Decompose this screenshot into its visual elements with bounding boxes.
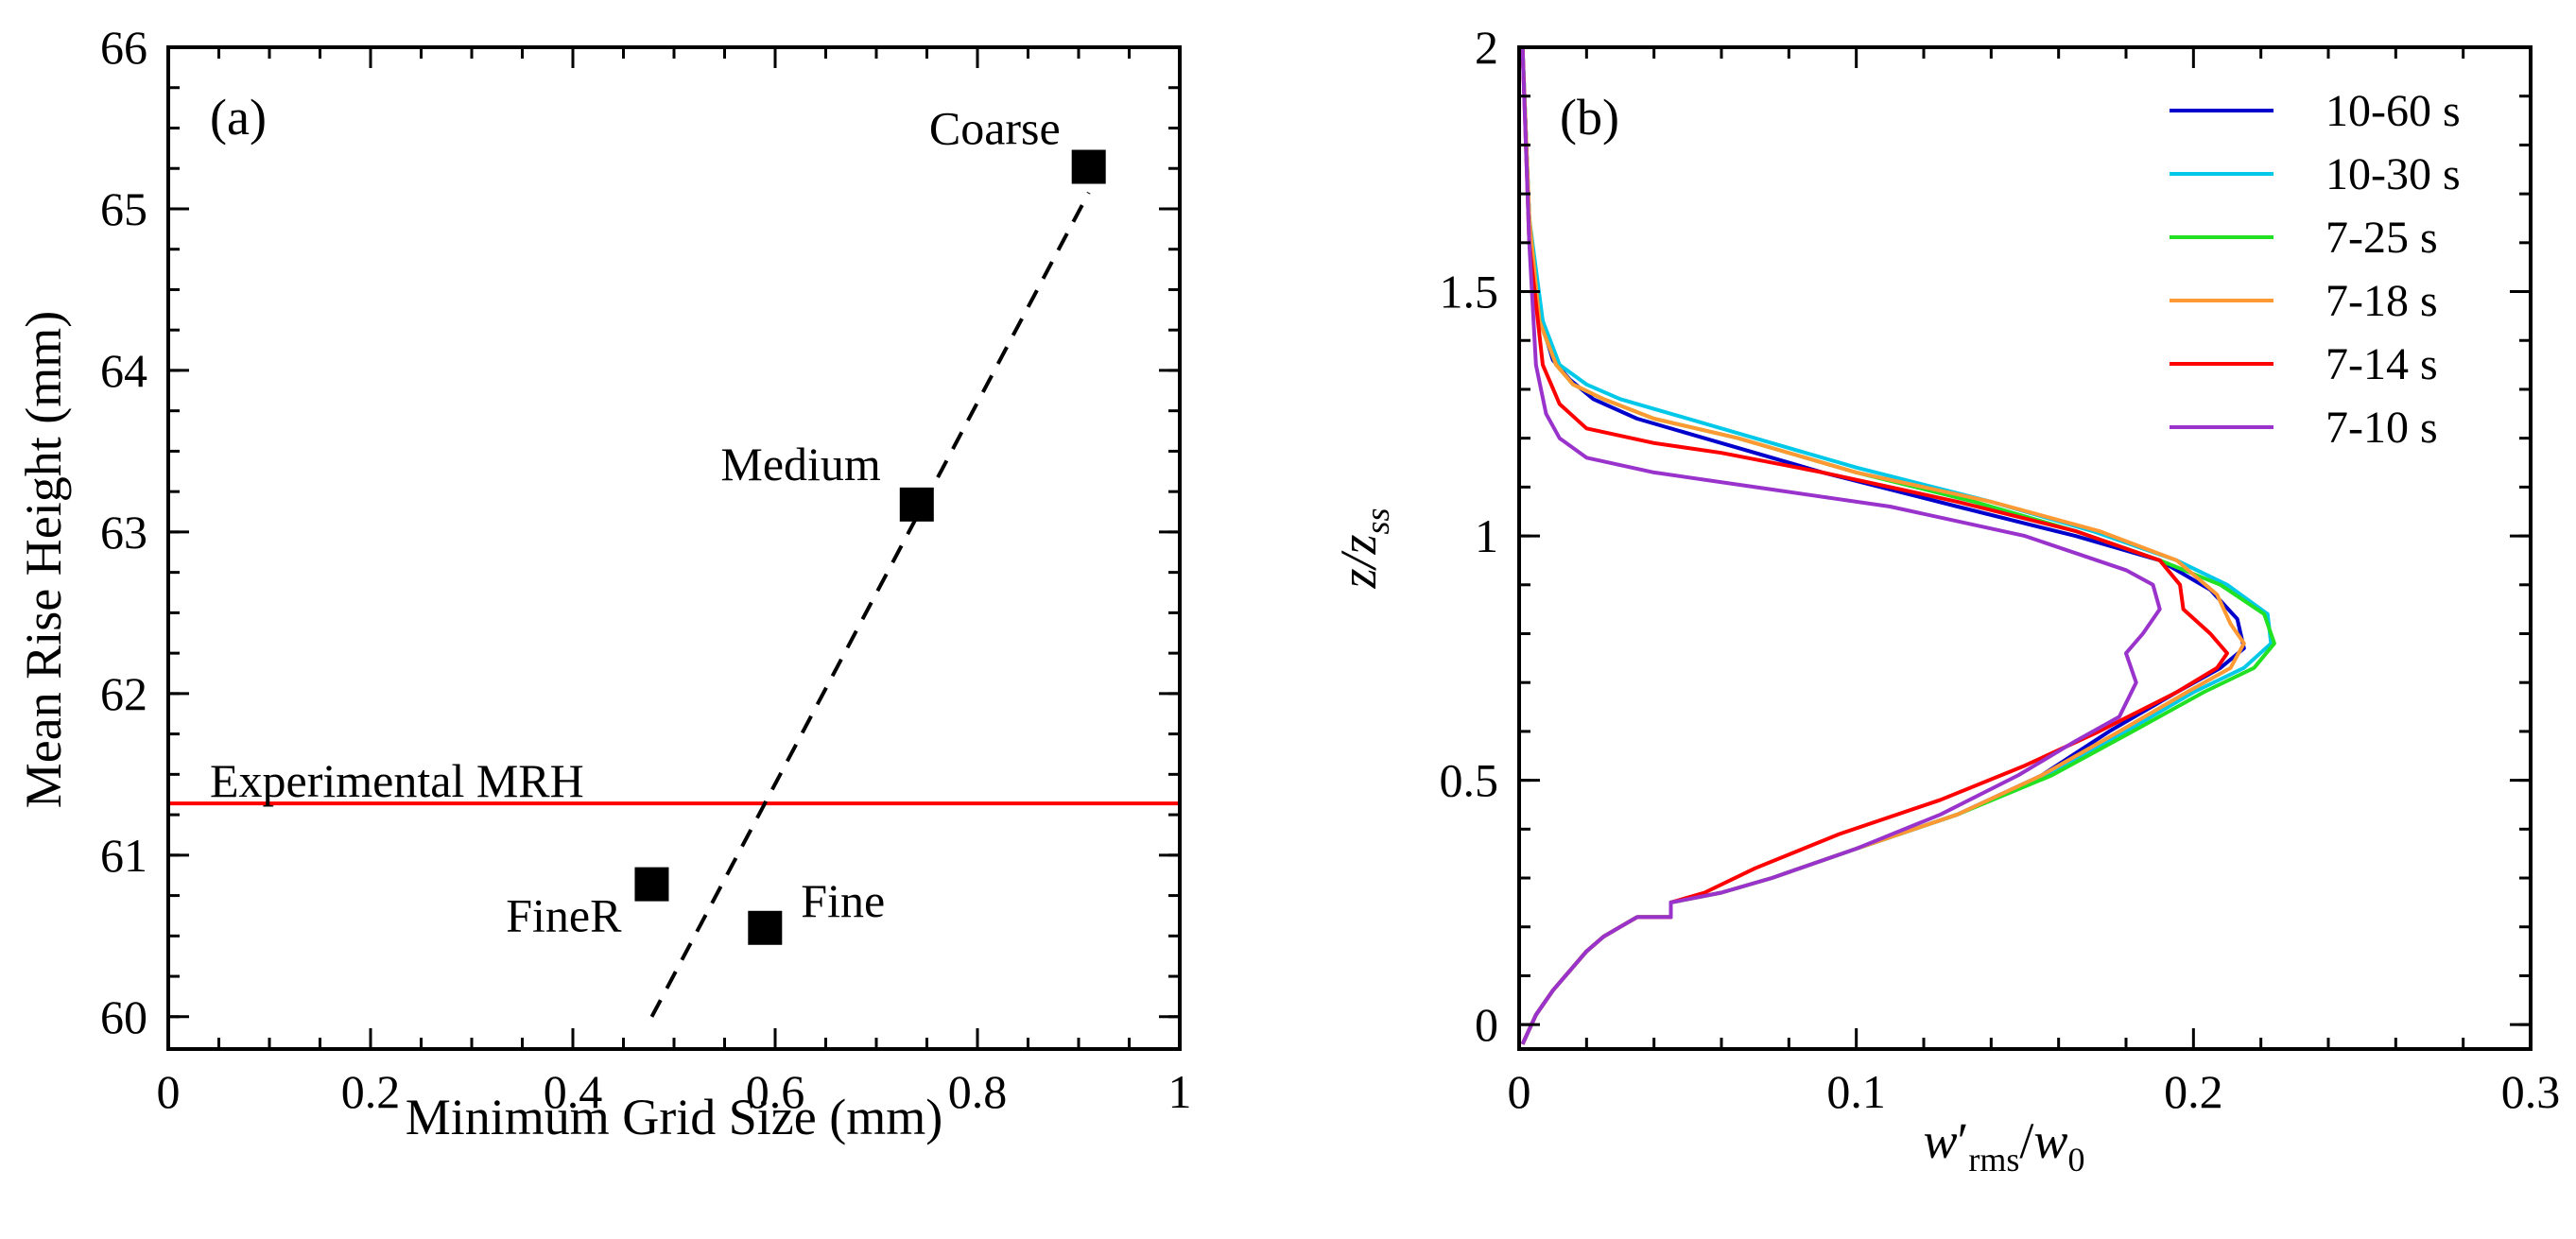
x-tick-label: 0.1: [1826, 1065, 1886, 1118]
y-tick-label: 0.5: [1440, 754, 1499, 807]
point-label-coarse: Coarse: [929, 102, 1061, 155]
y-tick-label: 1: [1475, 509, 1498, 562]
point-label-fine: Fine: [801, 874, 885, 927]
y-tick-label: 61: [100, 829, 147, 882]
y-tick-label: 1.5: [1440, 266, 1499, 318]
panel-a: Coarse Medium FineR Fine Experimental MRH 0…: [15, 21, 1192, 1145]
x-tick-label: 0.8: [948, 1065, 1008, 1118]
point-label-finer: FineR: [506, 889, 622, 942]
series-line-7-18s: [1520, 46, 2246, 1045]
x-tick-label: 1: [1168, 1065, 1192, 1118]
series-line-10-30s: [1520, 46, 2273, 1045]
legend-entry: 7-14 s: [2325, 339, 2438, 389]
y-tick-label: 64: [100, 344, 147, 397]
series-line-7-10s: [1520, 46, 2162, 1045]
y-axis-title: z/zss: [1330, 508, 1396, 589]
x-tick-label: 0: [157, 1065, 181, 1118]
x-tick-label: 0.4: [544, 1065, 603, 1118]
scatter-points: [634, 149, 1106, 945]
y-tick-label: 63: [100, 506, 147, 559]
y-tick-label: 62: [100, 667, 147, 720]
x-tick-label: 0.2: [2164, 1065, 2223, 1118]
legend-entry: 7-25 s: [2325, 213, 2438, 263]
legend-entry: 10-60 s: [2325, 86, 2461, 136]
panel-label: (b): [1560, 89, 1619, 146]
y-tick-label: 66: [100, 21, 147, 74]
legend-entry: 7-18 s: [2325, 276, 2438, 326]
panel-label: (a): [210, 89, 267, 146]
x-tick-label: 0.3: [2501, 1065, 2561, 1118]
trend-dashed-line: [649, 191, 1091, 1018]
y-tick-label: 60: [100, 990, 147, 1043]
x-tick-label: 0: [1508, 1065, 1531, 1118]
point-finer: [634, 867, 669, 902]
x-axis-title: w′rms/w0: [1924, 1112, 2085, 1179]
series-line-7-14s: [1520, 46, 2229, 1045]
experimental-mrh-label: Experimental MRH: [210, 754, 584, 807]
point-medium: [899, 487, 934, 522]
series-lines: [1520, 46, 2276, 1045]
point-label-medium: Medium: [720, 438, 881, 490]
point-labels: Coarse Medium FineR Fine: [506, 102, 1060, 942]
plot-frame: [166, 45, 1182, 1051]
legend-entry: 10-30 s: [2325, 149, 2461, 199]
plot-frame: [1517, 45, 2533, 1051]
y-tick-label: 65: [100, 182, 147, 235]
x-tick-label: 0.6: [746, 1065, 805, 1118]
point-fine: [748, 910, 783, 945]
y-ticks: 60 61 62 63 64 65 66: [100, 21, 1180, 1043]
x-ticks: 0 0.1 0.2 0.3: [1508, 47, 2561, 1118]
y-axis-title: Mean Rise Height (mm): [15, 311, 72, 808]
legend-entry: 7-10 s: [2325, 403, 2438, 453]
x-axis-title: Minimum Grid Size (mm): [406, 1089, 942, 1145]
x-ticks: 0 0.2 0.4 0.6 0.8 1: [157, 47, 1192, 1118]
y-tick-label: 0: [1475, 998, 1498, 1051]
y-ticks: 0 0.5 1 1.5 2: [1440, 21, 2531, 1051]
panel-b: 10-60 s 10-30 s 7-25 s 7-18 s 7-14 s 7-10 s 0…: [1330, 21, 2560, 1179]
x-tick-label: 0.2: [341, 1065, 401, 1118]
legend: 10-60 s 10-30 s 7-25 s 7-18 s 7-14 s 7-10 s: [2170, 86, 2461, 453]
series-line-7-25s: [1520, 46, 2276, 1045]
point-coarse: [1071, 149, 1106, 184]
y-tick-label: 2: [1475, 21, 1498, 74]
